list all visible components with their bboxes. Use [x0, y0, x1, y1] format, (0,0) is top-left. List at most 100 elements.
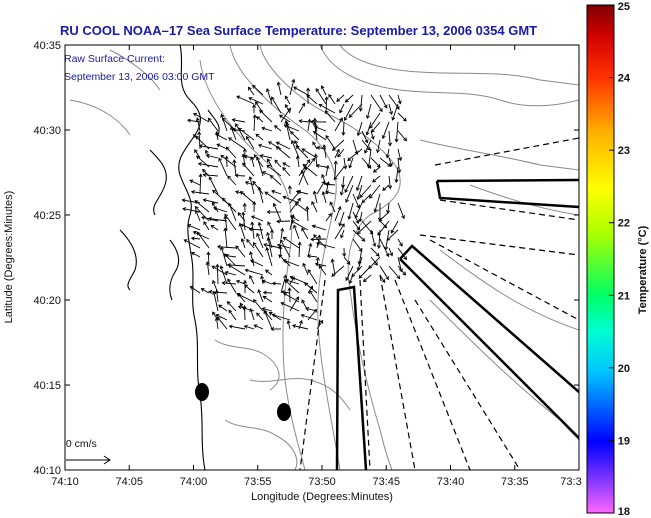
- current-vector: [296, 190, 309, 195]
- current-vector: [356, 175, 363, 191]
- current-vector: [266, 232, 273, 249]
- current-vector-head: [324, 96, 329, 101]
- current-vector: [255, 133, 264, 141]
- current-vector-head: [301, 227, 305, 232]
- current-vector-head: [378, 217, 383, 222]
- current-vector: [328, 94, 336, 105]
- current-vector-head: [282, 292, 287, 297]
- colorbar-ticks: 25 24 23 22 21 20 19 18: [609, 1, 631, 518]
- current-vector-head: [236, 95, 241, 100]
- current-vector: [273, 203, 282, 222]
- current-vector-head: [339, 191, 344, 196]
- current-vector-head: [192, 231, 197, 235]
- current-vector: [364, 139, 372, 154]
- surface-current-vectors: [181, 78, 408, 331]
- current-vector-head: [237, 305, 242, 310]
- current-vector-head: [224, 270, 229, 275]
- current-vector-head: [216, 316, 221, 321]
- current-vector: [213, 291, 219, 312]
- current-vector: [268, 141, 282, 150]
- current-vector: [307, 255, 318, 258]
- current-vector: [289, 287, 291, 303]
- current-vector: [379, 238, 390, 257]
- current-vector: [285, 120, 291, 141]
- current-vector: [357, 121, 363, 136]
- current-vector-head: [224, 155, 229, 160]
- current-vector: [334, 149, 340, 159]
- colorbar-tick-label: 20: [618, 363, 630, 375]
- current-vector: [370, 157, 381, 168]
- current-vector: [343, 256, 351, 265]
- current-vector: [218, 304, 228, 312]
- current-vector-head: [374, 261, 378, 266]
- current-vector: [258, 222, 264, 240]
- current-vector-head: [399, 242, 403, 247]
- current-vector: [244, 284, 255, 294]
- current-vector-head: [252, 201, 257, 205]
- current-vector-head: [344, 188, 349, 193]
- current-vector-head: [198, 173, 203, 178]
- current-vector: [397, 157, 400, 173]
- current-vector: [254, 324, 264, 330]
- current-vector-head: [317, 234, 322, 239]
- current-vector-head: [211, 265, 216, 270]
- current-vector: [195, 210, 201, 222]
- current-vector-head: [253, 324, 258, 329]
- current-vector-head: [313, 308, 317, 313]
- current-vector: [358, 265, 372, 279]
- current-vector-head: [359, 194, 364, 199]
- current-vector: [266, 247, 273, 267]
- current-vector-head: [300, 170, 305, 175]
- current-vector-head: [336, 148, 340, 153]
- current-vector-head: [387, 142, 393, 147]
- current-vector: [226, 146, 237, 159]
- current-vector-head: [321, 173, 325, 178]
- current-vector-head: [212, 206, 217, 211]
- current-vector: [220, 247, 228, 267]
- x-tick-label: 74:00: [180, 476, 208, 488]
- current-vector: [228, 203, 237, 222]
- current-vector-head: [241, 153, 246, 158]
- current-vector-head: [293, 86, 298, 91]
- current-vector: [264, 244, 282, 249]
- current-vector: [201, 288, 210, 294]
- current-vector: [388, 265, 400, 279]
- current-vector-head: [401, 215, 406, 220]
- current-vector-head: [200, 288, 205, 292]
- current-vector: [347, 148, 363, 161]
- current-vector-head: [261, 126, 266, 131]
- current-vector-head: [280, 227, 285, 232]
- current-vector: [325, 213, 332, 222]
- current-vector: [216, 143, 228, 150]
- current-vector: [361, 139, 371, 151]
- current-vector-head: [383, 104, 388, 109]
- current-vector-head: [309, 290, 313, 295]
- current-vector-head: [331, 272, 336, 277]
- current-vector: [298, 166, 307, 186]
- current-vector-head: [305, 205, 310, 210]
- current-vector: [352, 229, 366, 242]
- current-vector-head: [202, 172, 207, 177]
- current-vector: [379, 220, 387, 228]
- current-vector-head: [214, 130, 220, 135]
- current-vector: [220, 155, 237, 168]
- current-vector-head: [261, 171, 266, 175]
- current-vector-head: [403, 137, 407, 142]
- current-vector: [283, 259, 300, 267]
- current-vector-head: [215, 133, 220, 138]
- current-vector-head: [320, 85, 325, 90]
- current-vector: [280, 239, 291, 258]
- current-vector-head: [385, 253, 390, 258]
- current-vector: [334, 206, 341, 222]
- current-vector-head: [267, 141, 272, 145]
- current-vector-head: [313, 234, 317, 239]
- current-vector: [340, 229, 345, 238]
- current-vector: [311, 201, 318, 213]
- current-vector: [211, 265, 228, 276]
- current-vector: [348, 202, 354, 220]
- current-vector-head: [205, 153, 210, 158]
- current-vector: [392, 103, 399, 121]
- current-vector-head: [264, 269, 269, 274]
- current-vector-head: [255, 101, 259, 106]
